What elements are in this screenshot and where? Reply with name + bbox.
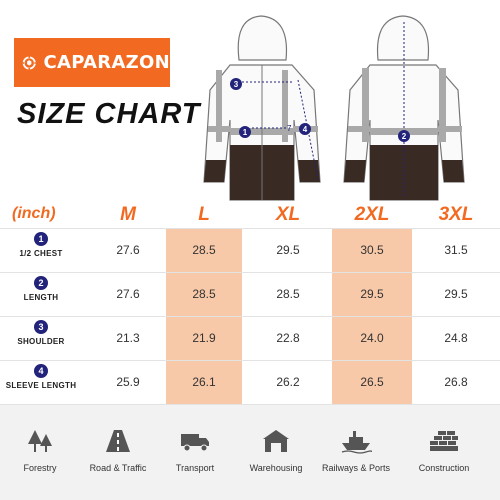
row-label-text: LENGTH xyxy=(23,293,59,302)
table-cell: 21.3 xyxy=(116,331,140,345)
brand-badge: CAPARAZON xyxy=(14,38,170,87)
row-label-length: 2 LENGTH xyxy=(0,276,82,302)
table-cell: 24.0 xyxy=(360,331,384,345)
row-label-chest: 1 1/2 CHEST xyxy=(0,232,82,258)
use-forestry: Forestry xyxy=(0,428,80,473)
page-title: SIZE CHART xyxy=(17,98,201,130)
unit-label: (inch) xyxy=(12,205,56,222)
marker-7-label: 7 xyxy=(287,124,292,133)
use-label: Construction xyxy=(418,463,470,473)
road-icon xyxy=(106,430,130,452)
use-label: Road & Traffic xyxy=(89,463,147,473)
table-cell: 31.5 xyxy=(444,243,468,257)
table-cell: 26.2 xyxy=(276,375,300,389)
ship-icon xyxy=(341,431,372,454)
svg-text:2: 2 xyxy=(402,132,407,141)
row-label-text: SHOULDER xyxy=(17,337,65,346)
marker-1-icon: 1 xyxy=(239,126,251,138)
table-cell: 26.5 xyxy=(360,375,384,389)
row-number-icon: 1 xyxy=(34,232,48,246)
table-cell: 28.5 xyxy=(192,287,216,301)
forest-icon xyxy=(28,430,52,452)
table-cell: 28.5 xyxy=(192,243,216,257)
table-cell: 25.9 xyxy=(116,375,140,389)
row-divider xyxy=(0,404,500,405)
marker-3-icon: 3 xyxy=(230,78,242,90)
row-number-icon: 4 xyxy=(34,364,48,378)
table-cell: 29.5 xyxy=(360,287,384,301)
use-cases-band xyxy=(0,405,500,500)
svg-text:4: 4 xyxy=(303,125,308,134)
use-warehousing: Warehousing xyxy=(236,428,316,473)
use-railways-ports: Railways & Ports xyxy=(316,428,396,473)
svg-text:1: 1 xyxy=(243,128,248,137)
use-transport: Transport xyxy=(155,428,235,473)
size-header-2xl: 2XL xyxy=(354,204,390,225)
jacket-back-illustration: 2 xyxy=(343,15,465,201)
size-header-l: L xyxy=(198,204,210,225)
turtle-shell-logo-icon xyxy=(22,55,36,70)
brick-wall-icon xyxy=(430,431,458,451)
table-cell: 21.9 xyxy=(192,331,216,345)
brand-name: CAPARAZON xyxy=(43,52,170,73)
table-cell: 27.6 xyxy=(116,287,140,301)
table-cell: 24.8 xyxy=(444,331,468,345)
marker-4-icon: 4 xyxy=(299,123,311,135)
row-number-icon: 3 xyxy=(34,320,48,334)
row-number-icon: 2 xyxy=(34,276,48,290)
warehouse-icon xyxy=(263,430,289,452)
table-cell: 22.8 xyxy=(276,331,300,345)
use-label: Transport xyxy=(175,463,215,473)
use-label: Warehousing xyxy=(249,463,303,473)
size-header-xl: XL xyxy=(275,204,301,225)
row-divider xyxy=(0,360,500,361)
use-road: Road & Traffic xyxy=(78,428,158,473)
table-cell: 28.5 xyxy=(276,287,300,301)
table-cell: 29.5 xyxy=(276,243,300,257)
table-cell: 26.1 xyxy=(192,375,216,389)
size-header-m: M xyxy=(120,204,136,225)
row-label-sleeve-length: 4 SLEEVE LENGTH xyxy=(0,364,82,390)
table-cell: 29.5 xyxy=(444,287,468,301)
marker-2-icon: 2 xyxy=(398,130,410,142)
use-label: Railways & Ports xyxy=(321,463,391,473)
row-divider xyxy=(0,228,500,229)
table-cell: 27.6 xyxy=(116,243,140,257)
truck-icon xyxy=(181,434,209,452)
row-label-text: 1/2 CHEST xyxy=(19,249,63,258)
svg-text:3: 3 xyxy=(234,80,239,89)
row-label-text: SLEEVE LENGTH xyxy=(5,381,77,390)
size-header-3xl: 3XL xyxy=(438,204,474,225)
row-label-shoulder: 3 SHOULDER xyxy=(0,320,82,346)
table-cell: 26.8 xyxy=(444,375,468,389)
svg-text:7: 7 xyxy=(287,124,292,133)
table-cell: 30.5 xyxy=(360,243,384,257)
jacket-front-illustration: 3 1 7 4 xyxy=(203,15,321,201)
use-construction: Construction xyxy=(404,428,484,473)
row-divider xyxy=(0,316,500,317)
row-divider xyxy=(0,272,500,273)
use-label: Forestry xyxy=(23,463,57,473)
